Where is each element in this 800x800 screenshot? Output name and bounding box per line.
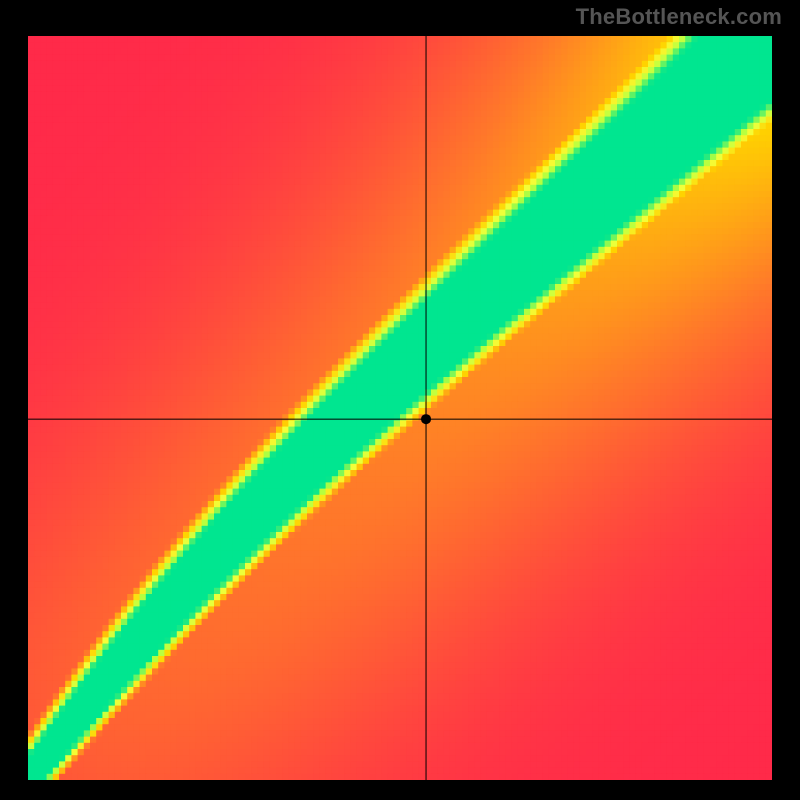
heatmap-plot [28, 36, 772, 780]
heatmap-canvas [28, 36, 772, 780]
chart-frame: TheBottleneck.com [0, 0, 800, 800]
watermark-text: TheBottleneck.com [576, 4, 782, 30]
